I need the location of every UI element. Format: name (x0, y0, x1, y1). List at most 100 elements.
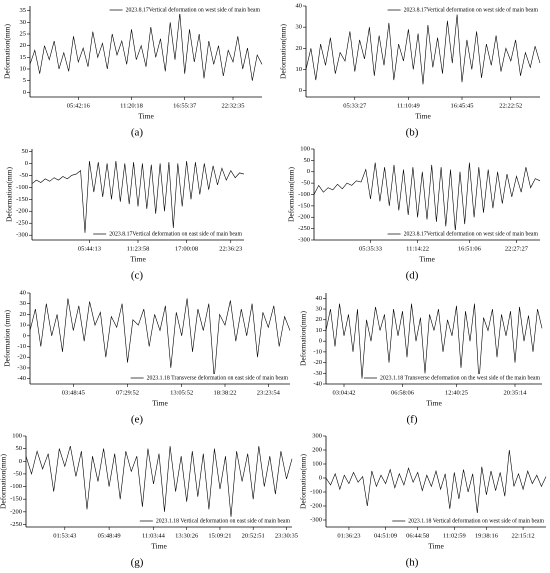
x-tick-label: 01:53:43 (53, 532, 76, 539)
y-tick-label: -50 (19, 172, 28, 179)
y-tick-label: 30 (296, 24, 303, 31)
x-tick-label: 19:38:16 (475, 532, 499, 539)
data-line (31, 160, 245, 233)
y-tick-label: 30 (20, 19, 27, 26)
y-tick-label: 40 (296, 2, 303, 9)
y-axis-label: Deformation(mm) (5, 167, 14, 222)
y-tick-label: -30 (17, 364, 26, 371)
y-tick-label: -50 (13, 470, 22, 477)
x-axis-label: Time (426, 399, 442, 408)
y-tick-label: -10 (313, 348, 322, 355)
legend-label: 2023.8.17Vertical deformation on east si… (109, 230, 242, 237)
legend-label: 2023.1.18 Vertical deformation on west s… (408, 517, 544, 524)
y-tick-label: -100 (298, 191, 310, 198)
x-tick-label: 13:30:26 (175, 532, 199, 539)
y-tick-label: 100 (312, 460, 322, 467)
y-tick-label: -250 (10, 521, 22, 528)
x-tick-label: 05:35:33 (359, 245, 382, 252)
y-axis-label: Deformation(mm) (299, 311, 308, 366)
x-axis-label: Time (151, 542, 167, 551)
x-tick-label: 05:42:16 (67, 102, 91, 109)
y-tick-label: 20 (316, 316, 323, 323)
legend-bg (138, 517, 291, 525)
panel-label: (h) (406, 557, 419, 569)
x-tick-label: 23:23:54 (257, 389, 281, 396)
y-tick-label: -150 (10, 496, 22, 503)
y-tick-label: -30 (313, 370, 322, 377)
x-tick-label: 05:48:49 (98, 532, 121, 539)
x-axis-label: Time (130, 255, 146, 264)
y-tick-label: -300 (298, 236, 310, 243)
x-tick-label: 22:27:27 (505, 245, 529, 252)
panel-label: (f) (407, 414, 418, 426)
y-axis-label: Deformation(mm) (279, 24, 288, 79)
x-tick-label: 16:45:45 (450, 102, 473, 109)
data-line (313, 162, 541, 231)
legend-bg (386, 6, 539, 14)
y-tick-label: 0 (319, 474, 322, 481)
y-tick-label: 0 (23, 89, 26, 96)
y-tick-label: 50 (16, 445, 23, 452)
panel-label: (g) (131, 557, 144, 569)
data-line (29, 298, 291, 379)
x-tick-label: 11:23:58 (127, 245, 150, 252)
legend-label: 2023.1.18 Transverse deformation on east… (147, 374, 289, 381)
x-axis-label: Time (138, 112, 154, 121)
y-tick-label: -250 (16, 220, 28, 227)
x-axis-label: Time (419, 255, 435, 264)
y-tick-label: 0 (25, 160, 28, 167)
y-tick-label: 20 (20, 42, 27, 49)
y-tick-label: 300 (312, 432, 322, 439)
y-tick-label: 0 (299, 87, 302, 94)
y-tick-label: 15 (20, 54, 27, 61)
x-tick-label: 06:44:58 (406, 532, 429, 539)
y-tick-label: 40 (316, 295, 323, 302)
y-tick-label: 20 (296, 45, 303, 52)
y-tick-label: 0 (319, 338, 322, 345)
legend-bg (129, 374, 289, 382)
y-tick-label: 100 (300, 145, 310, 152)
legend-bg (391, 517, 545, 525)
y-axis-label: Deformation(mm) (287, 167, 296, 222)
y-tick-label: -150 (16, 196, 28, 203)
x-tick-label: 23:30:35 (275, 532, 298, 539)
x-tick-label: 05:44:13 (78, 245, 101, 252)
y-axis-label: Deformation (mm) (3, 310, 12, 367)
x-tick-label: 22:36:23 (219, 245, 242, 252)
x-axis-label: Time (428, 542, 444, 551)
legend-bg (108, 6, 261, 14)
legend-label: 2023.8.17Vertical deformation on west si… (126, 6, 261, 13)
y-tick-label: 200 (312, 446, 322, 453)
legend-label: 2023.1.18 Vertical deformation on east s… (156, 517, 291, 524)
x-tick-label: 16:55:37 (173, 102, 197, 109)
x-tick-label: 11:03:44 (142, 532, 166, 539)
y-tick-label: 100 (12, 432, 22, 439)
y-tick-label: 10 (20, 65, 27, 72)
data-line (29, 12, 263, 81)
panel-label: (e) (131, 414, 144, 426)
y-tick-label: -300 (310, 516, 322, 523)
y-axis-label: Deformation(mm) (0, 454, 8, 509)
x-tick-label: 22:22:52 (499, 102, 522, 109)
panel-label: (c) (131, 270, 144, 282)
x-tick-label: 18:38:22 (213, 389, 236, 396)
y-axis-label: Deformation(mm) (299, 454, 308, 509)
y-tick-label: 40 (20, 289, 27, 296)
y-tick-label: 0 (19, 458, 22, 465)
panel-label: (d) (406, 270, 419, 282)
y-tick-label: 50 (304, 157, 311, 164)
x-tick-label: 12:40:25 (445, 389, 468, 396)
y-tick-label: 25 (20, 30, 27, 37)
x-tick-label: 15:09:21 (208, 532, 231, 539)
y-tick-label: -200 (10, 508, 22, 515)
y-tick-label: 20 (20, 311, 27, 318)
x-tick-label: 11:02:59 (443, 532, 466, 539)
x-tick-label: 11:20:18 (120, 102, 143, 109)
y-tick-label: -200 (298, 214, 310, 221)
y-axis-label: Deformation(mm) (3, 24, 12, 79)
data-line (325, 449, 547, 514)
legend-label: 2023.1.18 Transverse deformation on the … (380, 374, 541, 381)
y-tick-label: 10 (20, 322, 27, 329)
y-tick-label: -40 (17, 375, 26, 382)
